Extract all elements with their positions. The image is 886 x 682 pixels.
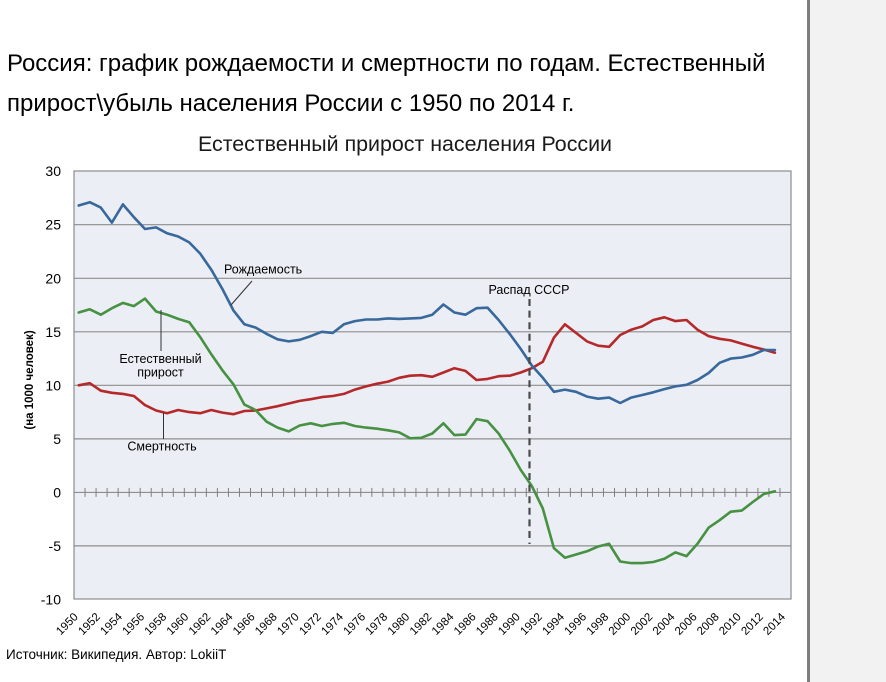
svg-text:1996: 1996 xyxy=(563,611,590,638)
svg-text:20: 20 xyxy=(45,270,61,286)
svg-text:1966: 1966 xyxy=(231,611,258,638)
svg-text:1994: 1994 xyxy=(540,611,567,638)
svg-text:1958: 1958 xyxy=(143,611,170,638)
svg-text:15: 15 xyxy=(45,324,61,340)
svg-text:1950: 1950 xyxy=(54,611,81,638)
svg-text:1964: 1964 xyxy=(209,611,236,638)
svg-text:Распад СССР: Распад СССР xyxy=(488,283,569,297)
svg-text:10: 10 xyxy=(45,377,61,393)
svg-text:1988: 1988 xyxy=(474,611,501,638)
svg-text:2002: 2002 xyxy=(629,611,656,638)
svg-text:1962: 1962 xyxy=(187,611,214,638)
svg-text:1992: 1992 xyxy=(518,611,545,638)
svg-text:Смертность: Смертность xyxy=(127,440,196,454)
svg-text:1954: 1954 xyxy=(98,611,125,638)
svg-text:(на 1000 человек): (на 1000 человек) xyxy=(24,330,36,429)
svg-text:1972: 1972 xyxy=(297,611,324,638)
svg-text:1980: 1980 xyxy=(386,611,413,638)
svg-text:25: 25 xyxy=(45,217,61,233)
svg-text:1956: 1956 xyxy=(121,611,148,638)
svg-text:1982: 1982 xyxy=(408,611,435,638)
svg-text:1968: 1968 xyxy=(253,611,280,638)
svg-text:0: 0 xyxy=(53,484,61,500)
svg-text:5: 5 xyxy=(53,431,61,447)
svg-text:1974: 1974 xyxy=(319,611,346,638)
svg-text:30: 30 xyxy=(45,163,61,179)
svg-text:1952: 1952 xyxy=(76,611,103,638)
svg-text:1998: 1998 xyxy=(585,611,612,638)
svg-text:Естественный: Естественный xyxy=(119,352,201,366)
svg-text:2012: 2012 xyxy=(739,611,766,638)
svg-text:2006: 2006 xyxy=(673,611,700,638)
svg-text:2000: 2000 xyxy=(607,611,634,638)
svg-text:прирост: прирост xyxy=(137,366,184,380)
svg-text:Рождаемость: Рождаемость xyxy=(224,263,302,277)
svg-text:1960: 1960 xyxy=(165,611,192,638)
svg-text:2004: 2004 xyxy=(651,611,678,638)
svg-text:-5: -5 xyxy=(49,538,62,554)
svg-text:1984: 1984 xyxy=(430,611,457,638)
svg-text:Естественный прирост населения: Естественный прирост населения России xyxy=(198,132,612,156)
svg-text:1990: 1990 xyxy=(496,611,523,638)
svg-text:1978: 1978 xyxy=(364,611,391,638)
svg-text:1970: 1970 xyxy=(275,611,302,638)
svg-text:2010: 2010 xyxy=(717,611,744,638)
svg-text:2014: 2014 xyxy=(761,611,788,638)
svg-text:-10: -10 xyxy=(41,592,61,608)
svg-text:1976: 1976 xyxy=(342,611,369,638)
svg-text:2008: 2008 xyxy=(695,611,722,638)
svg-text:1986: 1986 xyxy=(452,611,479,638)
